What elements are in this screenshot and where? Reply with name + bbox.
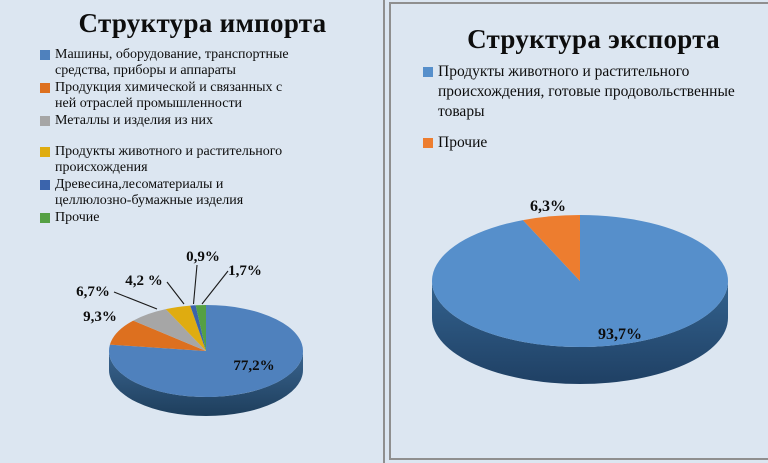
legend-item: Продукты животного и растительного проис… — [40, 144, 302, 176]
legend-color-swatch — [423, 67, 433, 77]
pie-slice-value-label: 9,3% — [83, 309, 117, 325]
legend-item-label: Продукты животного и растительного проис… — [55, 144, 283, 175]
legend-color-swatch — [40, 147, 50, 157]
pie-slice-value-label: 6,3% — [530, 198, 566, 215]
pie-slice-value-label: 4,2 % — [125, 273, 163, 289]
legend-item-label: Металлы и изделия из них — [55, 113, 214, 128]
legend-color-swatch — [40, 83, 50, 93]
pie-slice-2 — [133, 309, 206, 351]
legend-item: Продукты животного и растительного проис… — [423, 62, 755, 122]
pie-3d-side — [109, 351, 303, 416]
legend-item-label: Прочие — [438, 134, 488, 151]
export-chart-legend: Продукты животного и растительного проис… — [423, 62, 755, 164]
export-chart-title: Структура экспорта — [467, 24, 720, 54]
legend-item-label: Продукция химической и связанных с ней о… — [55, 80, 283, 111]
legend-item-label: Древесина,лесоматериалы и целлюлозно-бум… — [55, 177, 244, 208]
import-chart-panel: Структура импорта Машины, оборудование, … — [40, 0, 385, 463]
legend-color-swatch — [40, 116, 50, 126]
pie-slice-0 — [108, 305, 304, 398]
legend-item: Прочие — [423, 133, 755, 153]
pie-slice-value-label: 77,2% — [233, 358, 274, 374]
legend-item-label: Машины, оборудование, транспортные средс… — [55, 47, 289, 78]
legend-item: Древесина,лесоматериалы и целлюлозно-бум… — [40, 177, 302, 209]
label-leader-line — [113, 291, 158, 310]
pie-slice-4 — [190, 305, 206, 351]
import-chart-title: Структура импорта — [78, 8, 327, 38]
pie-slice-0 — [432, 215, 728, 347]
import-chart-legend: Машины, оборудование, транспортные средс… — [40, 47, 302, 227]
legend-item-label: Продукты животного и растительного проис… — [438, 63, 735, 120]
pie-slice-value-label: 0,9% — [186, 249, 220, 265]
label-leader-line — [166, 281, 185, 305]
pie-slice-5 — [195, 305, 206, 351]
legend-color-swatch — [423, 138, 433, 148]
legend-item-label: Прочие — [55, 210, 100, 225]
label-leader-line — [192, 264, 198, 305]
legend-item: Продукция химической и связанных с ней о… — [40, 80, 302, 112]
pie-slice-1 — [109, 320, 206, 351]
pie-slice-1 — [522, 215, 580, 281]
pie-slice-3 — [165, 305, 206, 351]
legend-color-swatch — [40, 213, 50, 223]
legend-item: Машины, оборудование, транспортные средс… — [40, 47, 302, 79]
export-chart-panel: Структура экспорта Продукты животного и … — [389, 2, 768, 460]
legend-item: Металлы и изделия из них — [40, 113, 302, 129]
legend-color-swatch — [40, 180, 50, 190]
legend-color-swatch — [40, 50, 50, 60]
label-leader-line — [201, 270, 229, 305]
pie-slice-value-label: 6,7% — [76, 284, 110, 300]
pie-slice-value-label: 1,7% — [228, 263, 262, 279]
pie-3d-side — [432, 281, 728, 384]
legend-item: Прочие — [40, 210, 302, 226]
pie-slice-value-label: 93,7% — [598, 326, 642, 343]
